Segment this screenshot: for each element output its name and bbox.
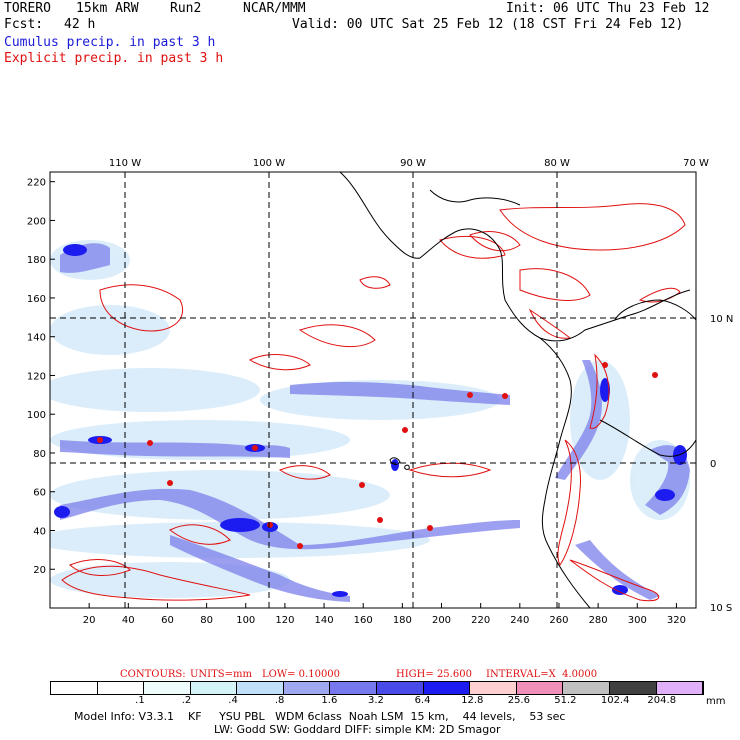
model-physics: LW: Godd SW: Goddard DIFF: simple KM: 2D… <box>214 723 501 736</box>
x-tick-label: 320 <box>667 615 686 626</box>
fcst-label: Fcst: <box>4 17 44 32</box>
colorbar-cell <box>656 682 704 694</box>
org-label: NCAR/MMM <box>243 1 306 16</box>
x-tick-label: 20 <box>83 615 96 626</box>
explicit-label: Explicit precip. in past 3 h <box>4 51 224 66</box>
colorbar-unit: mm <box>706 696 726 707</box>
colorbar-label: .8 <box>274 695 285 706</box>
y-tick-label: 80 <box>33 449 46 460</box>
x-tick-label: 140 <box>315 615 334 626</box>
colorbar-label: 1.6 <box>321 695 338 706</box>
x-tick-label: 180 <box>393 615 412 626</box>
x-tick-label: 200 <box>432 615 451 626</box>
run-label: Run2 <box>170 1 202 16</box>
lon-label: 80 W <box>544 158 570 169</box>
colorbar-cell <box>144 682 191 694</box>
colorbar-label: 12.8 <box>461 695 484 706</box>
lon-lat-labels: 110 W 100 W 90 W 80 W 70 W 10 N 0 10 S <box>109 158 733 614</box>
contours-units: UNITS=mm <box>190 669 252 680</box>
x-tick-label: 100 <box>236 615 255 626</box>
colorbar-cell <box>330 682 378 694</box>
y-tick-label: 160 <box>27 294 46 305</box>
colorbar-cell <box>51 682 98 694</box>
model-info: Model Info: V3.3.1 KF YSU PBL WDM 6class… <box>74 710 566 723</box>
colorbar-cell <box>609 682 657 694</box>
colorbar-cell <box>97 682 145 694</box>
x-tick-label: 220 <box>471 615 490 626</box>
cumulus-label: Cumulus precip. in past 3 h <box>4 35 216 50</box>
contours-label: CONTOURS: <box>120 669 186 680</box>
x-tick-label: 40 <box>122 615 135 626</box>
colorbar-label: 51.2 <box>554 695 577 706</box>
contours-interval: INTERVAL=X 4.0000 <box>486 669 598 680</box>
colorbar-label: .4 <box>228 695 238 706</box>
lat-label: 10 S <box>710 603 732 614</box>
x-tick-label: 160 <box>354 615 373 626</box>
y-tick-label: 40 <box>33 526 46 537</box>
y-tick-label: 140 <box>27 333 46 344</box>
contours-high: HIGH= 25.600 <box>396 669 472 680</box>
x-tick-label: 260 <box>549 615 568 626</box>
colorbar-cell <box>563 682 610 694</box>
colorbar-cell <box>237 682 284 694</box>
x-tick-label: 300 <box>628 615 647 626</box>
precip-field <box>50 172 696 608</box>
colorbar-label: .1 <box>135 695 145 706</box>
lon-label: 110 W <box>109 158 141 169</box>
colorbar-label: 25.6 <box>507 695 530 706</box>
x-tick-label: 80 <box>200 615 213 626</box>
lat-label: 0 <box>710 459 716 470</box>
lat-lon-grid <box>50 172 696 608</box>
colorbar-cell <box>470 682 517 694</box>
colorbar-label: 204.8 <box>647 695 677 706</box>
colorbar-cell <box>190 682 238 694</box>
x-tick-label: 120 <box>275 615 294 626</box>
x-tick-label: 60 <box>161 615 174 626</box>
colorbar-cell <box>423 682 471 694</box>
colorbar-label: .2 <box>181 695 192 706</box>
lat-label: 10 N <box>710 314 733 325</box>
init-time: Init: 06 UTC Thu 23 Feb 12 <box>506 1 710 16</box>
plot-frame <box>49 171 697 609</box>
axis-ticks: 20 40 60 80 100 120 140 160 180 200 220 240 260 280 30… <box>27 178 686 626</box>
y-tick-label: 60 <box>33 488 46 499</box>
lon-label: 100 W <box>253 158 285 169</box>
colorbar-cell <box>377 682 424 694</box>
model-name: TORERO <box>4 1 51 16</box>
colorbar <box>50 681 704 695</box>
y-tick-label: 220 <box>27 178 46 189</box>
colorbar-label: 3.2 <box>368 695 384 706</box>
contours-low: LOW= 0.10000 <box>262 669 341 680</box>
y-tick-label: 120 <box>27 371 46 382</box>
y-tick-label: 20 <box>33 565 46 576</box>
colorbar-label: 6.4 <box>414 695 431 706</box>
y-tick-label: 100 <box>27 410 46 421</box>
y-tick-label: 180 <box>27 255 46 266</box>
x-tick-label: 280 <box>589 615 608 626</box>
colorbar-cell <box>516 682 564 694</box>
fcst-value: 42 h <box>64 17 96 32</box>
grid-label: 15km ARW <box>76 1 139 16</box>
colorbar-label: 102.4 <box>600 695 630 706</box>
colorbar-cell <box>283 682 331 694</box>
lon-label: 90 W <box>400 158 426 169</box>
valid-time: Valid: 00 UTC Sat 25 Feb 12 (18 CST Fri … <box>292 17 684 32</box>
y-tick-label: 200 <box>27 216 46 227</box>
x-tick-label: 240 <box>510 615 529 626</box>
lon-label: 70 W <box>683 158 709 169</box>
